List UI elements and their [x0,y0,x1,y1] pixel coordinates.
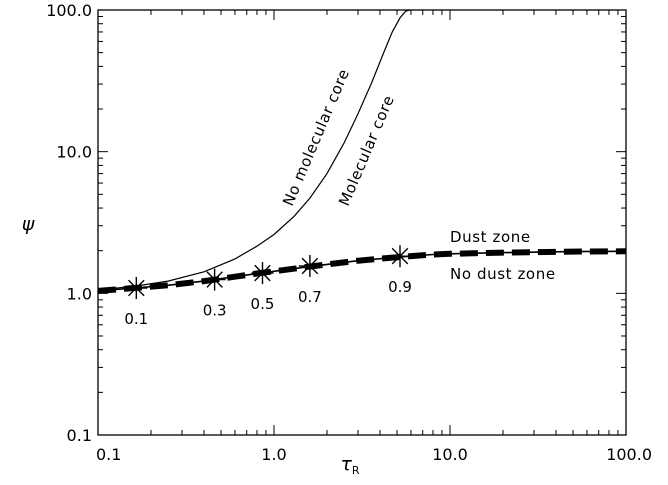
star-marker [251,262,274,285]
y-tick-label: 0.1 [67,426,92,445]
marker-label: 0.7 [298,288,322,306]
annotation-dust-zone: Dust zone [450,228,531,246]
star-marker [389,245,411,268]
x-axis-label-subscript: R [352,464,360,477]
annotation-no-dust-zone: No dust zone [450,265,556,283]
plot-frame [97,9,627,436]
annotation-molecular-core: Molecular core [335,92,398,208]
star-marker [298,255,321,277]
y-tick-label: 1.0 [67,284,92,303]
axis-tick-labels: 0.1 1.0 10.0 100.0 0.1 1.0 10.0 100.0 [46,1,652,464]
x-tick-label: 10.0 [432,445,468,464]
y-tick-label: 10.0 [56,143,92,162]
x-axis-label: τR [340,453,359,477]
marker-label: 0.5 [251,295,275,313]
star-marker [125,277,148,299]
x-tick-label: 100.0 [606,445,652,464]
marker-label: 0.9 [388,278,412,296]
marker-label: 0.1 [124,310,148,328]
x-axis-label-main: τ [340,453,352,475]
x-tick-label: 0.1 [96,445,121,464]
x-tick-label: 1.0 [261,445,286,464]
star-markers: 0.1 0.3 0.5 0.7 0.9 [124,245,412,328]
y-axis-label: ψ [22,213,35,235]
molecular-core-curve [97,9,410,291]
y-tick-label: 100.0 [46,1,92,20]
star-marker [203,268,226,291]
marker-label: 0.3 [203,302,227,320]
axis-ticks [97,9,627,436]
